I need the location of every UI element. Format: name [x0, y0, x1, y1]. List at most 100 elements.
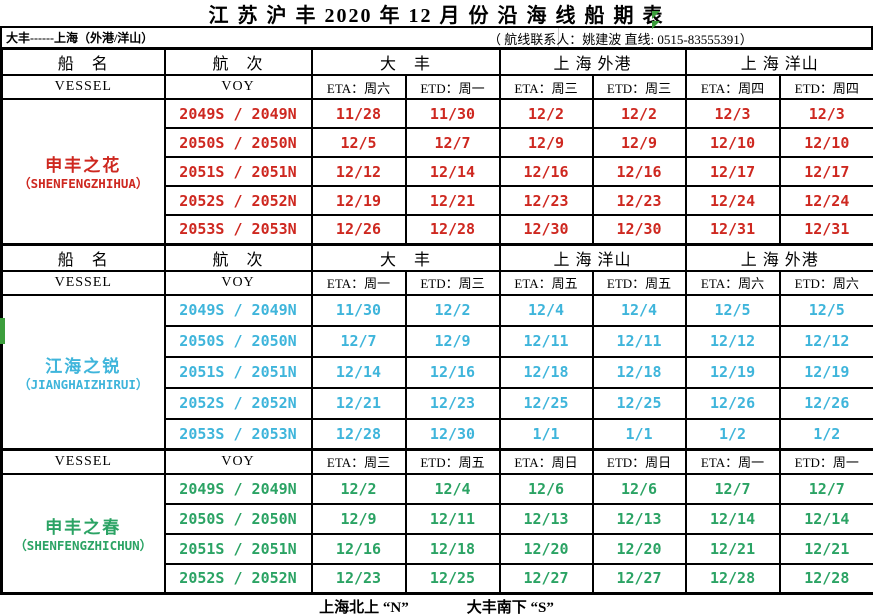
vessel-name-cn: 申丰之花 — [45, 156, 122, 176]
date-cell: 12/23 — [591, 185, 687, 216]
date-cell: 12/21 — [404, 185, 501, 216]
date-cell: 12/9 — [404, 324, 501, 358]
voyage-cell: 2051S / 2051N — [163, 532, 313, 565]
date-cell: 12/14 — [404, 156, 501, 187]
cell-divider — [558, 28, 559, 47]
date-cell: 12/12 — [310, 156, 407, 187]
date-cell: 12/13 — [591, 502, 687, 535]
vessel-name-cell: 申丰之春 （SHENFENGZHICHUN） — [0, 472, 166, 595]
date-cell: 1/2 — [778, 417, 873, 451]
table-row: 2050S / 2050N 12/7 12/9 12/11 12/11 12/1… — [2, 324, 873, 358]
vessel-col-header-cn: 船 名 — [0, 242, 166, 272]
etd-header: ETD：周六 — [778, 269, 873, 296]
date-cell: 12/31 — [684, 214, 781, 245]
date-cell: 12/30 — [591, 214, 687, 245]
schedule-table: 船 名 航 次 大 丰 上 海 外港 上 海 洋山 VESSEL VOY ETA… — [0, 47, 873, 595]
date-cell: 12/6 — [498, 472, 594, 505]
etd-header: ETD：周四 — [778, 74, 873, 100]
date-cell: 11/30 — [404, 98, 501, 129]
vessel-name-en: （SHENFENGZHICHUN） — [14, 538, 153, 554]
date-cell: 12/17 — [684, 156, 781, 187]
vessel-name-cn: 江海之锐 — [45, 356, 122, 376]
date-cell: 12/21 — [310, 386, 407, 420]
date-cell: 12/27 — [498, 562, 594, 595]
table-row: 2053S / 2053N 12/28 12/30 1/1 1/1 1/2 1/… — [2, 417, 873, 451]
date-cell: 12/23 — [310, 562, 407, 595]
date-cell: 12/7 — [778, 472, 873, 505]
table-row: 江海之锐 （JIANGHAIZHIRUI） 2049S / 2049N 11/3… — [0, 293, 873, 451]
date-cell: 1/1 — [498, 417, 594, 451]
date-cell: 11/30 — [310, 293, 407, 327]
table-row: 2052S / 2052N 12/23 12/25 12/27 12/27 12… — [2, 562, 873, 595]
date-cell: 12/12 — [684, 324, 781, 358]
date-cell: 12/17 — [778, 156, 873, 187]
date-cell: 12/16 — [591, 156, 687, 187]
vessel-name-en: （SHENFENGZHIHUA） — [18, 176, 149, 192]
etd-header: ETD：周日 — [591, 448, 687, 475]
date-cell: 12/28 — [684, 562, 781, 595]
etd-header: ETD：周一 — [778, 448, 873, 475]
eta-header: ETA：周三 — [498, 74, 594, 100]
date-cell: 12/24 — [778, 185, 873, 216]
date-cell: 12/7 — [404, 127, 501, 158]
date-cell: 12/26 — [684, 386, 781, 420]
date-cell: 12/21 — [778, 532, 873, 565]
date-cell: 12/12 — [778, 324, 873, 358]
route-label: 大丰------上海（外港/洋山） — [6, 31, 154, 45]
voyage-cell: 2053S / 2053N — [163, 214, 313, 245]
voyage-cell: 2052S / 2052N — [163, 386, 313, 420]
etd-header: ETD：周三 — [591, 74, 687, 100]
date-cell: 12/2 — [310, 472, 407, 505]
voyage-cell: 2049S / 2049N — [163, 293, 313, 327]
date-cell: 12/24 — [684, 185, 781, 216]
eta-header: ETA：周五 — [498, 269, 594, 296]
voyage-cell: 2049S / 2049N — [163, 98, 313, 129]
date-cell: 12/11 — [498, 324, 594, 358]
table-row: 2052S / 2052N 12/21 12/23 12/25 12/25 12… — [2, 386, 873, 420]
port-header-shanghai-waigang: 上 海 外港 — [498, 47, 687, 76]
voy-col-header-cn: 航 次 — [163, 47, 313, 76]
date-cell: 12/14 — [684, 502, 781, 535]
etd-header: ETD：周一 — [404, 74, 501, 100]
date-cell: 12/27 — [591, 562, 687, 595]
date-cell: 11/28 — [310, 98, 407, 129]
date-cell: 12/25 — [404, 562, 501, 595]
date-cell: 12/4 — [404, 472, 501, 505]
eta-header: ETA：周一 — [684, 448, 781, 475]
legend-south: 大丰南下 “S” — [466, 599, 554, 615]
date-cell: 1/2 — [684, 417, 781, 451]
date-cell: 12/28 — [404, 214, 501, 245]
eta-header: ETA：周六 — [310, 74, 407, 100]
section-jianghaizhirui: 船 名 航 次 大 丰 上 海 洋山 上 海 外港 VESSEL VOY ETA… — [0, 242, 873, 451]
eta-header: ETA：周一 — [310, 269, 407, 296]
vessel-name-cell: 申丰之花 （SHENFENGZHIHUA） — [0, 98, 166, 245]
date-cell: 12/4 — [591, 293, 687, 327]
contact-info: （ 航线联系人：姚建波 直线: 0515-83555391） — [488, 32, 753, 47]
date-cell: 12/2 — [404, 293, 501, 327]
section-shenfengzhichun: VESSEL VOY ETA：周三 ETD：周五 ETA：周日 ETD：周日 E… — [0, 448, 873, 595]
table-row: 2051S / 2051N 12/16 12/18 12/20 12/20 12… — [2, 532, 873, 565]
date-cell: 12/6 — [591, 472, 687, 505]
date-cell: 12/21 — [684, 532, 781, 565]
date-cell: 12/31 — [778, 214, 873, 245]
legend-north: 上海北上 “N” — [319, 599, 409, 615]
voy-col-header-en: VOY — [163, 74, 313, 100]
voyage-cell: 2053S / 2053N — [163, 417, 313, 451]
date-cell: 12/4 — [498, 293, 594, 327]
date-cell: 12/9 — [591, 127, 687, 158]
table-row: 2050S / 2050N 12/9 12/11 12/13 12/13 12/… — [2, 502, 873, 535]
port-header-dafeng: 大 丰 — [310, 47, 501, 76]
date-cell: 12/10 — [778, 127, 873, 158]
date-cell: 12/20 — [498, 532, 594, 565]
date-cell: 12/30 — [498, 214, 594, 245]
vessel-col-header-cn: 船 名 — [0, 47, 166, 76]
eta-header: ETA：周四 — [684, 74, 781, 100]
voyage-cell: 2049S / 2049N — [163, 472, 313, 505]
date-cell: 12/26 — [778, 386, 873, 420]
date-cell: 12/19 — [778, 355, 873, 389]
date-cell: 12/7 — [684, 472, 781, 505]
vessel-col-header-en: VESSEL — [0, 448, 166, 475]
date-cell: 12/14 — [778, 502, 873, 535]
date-cell: 12/16 — [498, 156, 594, 187]
port-header-row: 船 名 航 次 大 丰 上 海 外港 上 海 洋山 — [0, 47, 873, 76]
